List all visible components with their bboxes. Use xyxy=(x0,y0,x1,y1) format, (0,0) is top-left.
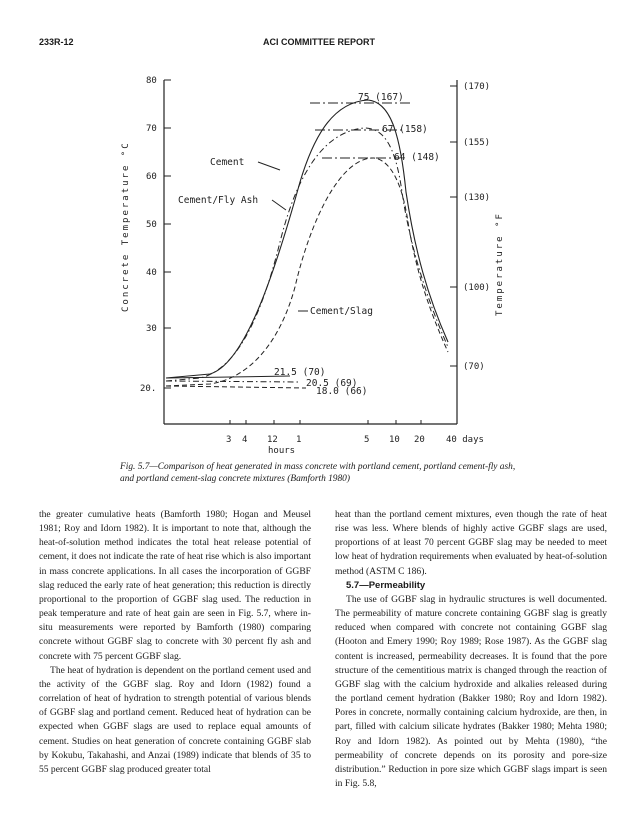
annotation-slag-start: 18.0 (66) xyxy=(316,386,367,397)
series-line-cement xyxy=(165,99,449,379)
left-column: the greater cumulative heats (Bamforth 1… xyxy=(39,508,311,777)
flyash-start-line xyxy=(165,380,301,383)
y-axis-label-left: Concrete Temperature °C xyxy=(121,141,131,312)
x-tick-4: 4 xyxy=(242,435,247,445)
paragraph-2: The heat of hydration is dependent on th… xyxy=(39,664,311,775)
y-right-tick-100: (100) xyxy=(463,283,490,293)
right-ticks xyxy=(450,85,457,367)
running-title: ACI COMMITTEE REPORT xyxy=(263,37,375,47)
annotation-slag-peak: 64 (148) xyxy=(394,152,440,163)
figure-caption: Fig. 5.7—Comparison of heat generated in… xyxy=(120,462,516,484)
annotation-cement-start: 21.5 (70) xyxy=(274,367,325,378)
y-tick-70: 70 xyxy=(146,124,157,134)
y-tick-60: 60 xyxy=(146,172,157,182)
x-unit-hours: hours xyxy=(268,446,295,456)
temperature-chart: 80 70 60 50 40 30 20. (170) (155) (130) … xyxy=(121,76,505,456)
page-number: 233R-12 xyxy=(39,37,74,47)
annotation-cement-peak: 75 (167) xyxy=(358,92,404,103)
y-right-tick-70: (70) xyxy=(463,362,485,372)
y-tick-50: 50 xyxy=(146,220,157,230)
y-tick-40: 40 xyxy=(146,268,157,278)
series-line-slag xyxy=(165,157,449,387)
bottom-ticks xyxy=(229,420,422,424)
y-right-tick-170: (170) xyxy=(463,82,490,92)
y-tick-20: 20. xyxy=(140,384,156,394)
series-label-slag: Cement/Slag xyxy=(310,306,373,317)
section-heading: 5.7—Permeability xyxy=(346,579,426,591)
right-column: heat than the portland cement mixtures, … xyxy=(335,508,607,791)
annotation-flyash-peak: 67 (158) xyxy=(382,124,428,135)
leader-cement xyxy=(257,161,281,171)
left-ticks xyxy=(164,79,171,389)
y-tick-80: 80 xyxy=(146,76,157,86)
x-tick-12: 12 xyxy=(267,435,278,445)
y-right-tick-130: (130) xyxy=(463,193,490,203)
series-line-flyash xyxy=(165,127,449,382)
leader-flyash xyxy=(271,199,287,211)
cement-start-line xyxy=(165,375,291,379)
x-tick-20: 20 xyxy=(414,435,425,445)
y-right-tick-155: (155) xyxy=(463,138,490,148)
paragraph-3: heat than the portland cement mixtures, … xyxy=(335,509,607,577)
paragraph-1: the greater cumulative heats (Bamforth 1… xyxy=(39,509,312,662)
x-tick-3: 3 xyxy=(226,435,231,445)
series-label-cement: Cement xyxy=(210,157,244,168)
y-axis-label-right: Temperature °F xyxy=(495,212,505,316)
y-tick-30: 30 xyxy=(146,324,157,334)
x-tick-1: 1 xyxy=(296,435,301,445)
annotation-flyash-start: 20.5 (69) xyxy=(306,378,357,389)
x-tick-40-days: 40 days xyxy=(446,435,484,445)
x-tick-10: 10 xyxy=(389,435,400,445)
x-tick-5: 5 xyxy=(364,435,369,445)
series-label-flyash: Cement/Fly Ash xyxy=(178,195,258,206)
paragraph-4: The use of GGBF slag in hydraulic struct… xyxy=(335,593,607,789)
slag-start-line xyxy=(165,385,307,389)
